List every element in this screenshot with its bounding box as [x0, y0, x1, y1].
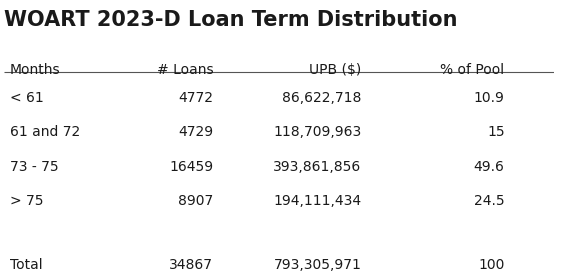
Text: 793,305,971: 793,305,971: [274, 258, 361, 272]
Text: > 75: > 75: [10, 194, 43, 208]
Text: WOART 2023-D Loan Term Distribution: WOART 2023-D Loan Term Distribution: [4, 11, 458, 30]
Text: 86,622,718: 86,622,718: [282, 91, 361, 105]
Text: % of Pool: % of Pool: [441, 63, 504, 77]
Text: 73 - 75: 73 - 75: [10, 160, 58, 174]
Text: 100: 100: [478, 258, 504, 272]
Text: 10.9: 10.9: [474, 91, 504, 105]
Text: 15: 15: [487, 125, 504, 139]
Text: 393,861,856: 393,861,856: [274, 160, 361, 174]
Text: 49.6: 49.6: [474, 160, 504, 174]
Text: # Loans: # Loans: [157, 63, 213, 77]
Text: UPB ($): UPB ($): [310, 63, 361, 77]
Text: 34867: 34867: [169, 258, 213, 272]
Text: Total: Total: [10, 258, 42, 272]
Text: 194,111,434: 194,111,434: [274, 194, 361, 208]
Text: 4772: 4772: [178, 91, 213, 105]
Text: 16459: 16459: [169, 160, 213, 174]
Text: 8907: 8907: [178, 194, 213, 208]
Text: 24.5: 24.5: [474, 194, 504, 208]
Text: 118,709,963: 118,709,963: [274, 125, 361, 139]
Text: < 61: < 61: [10, 91, 43, 105]
Text: 61 and 72: 61 and 72: [10, 125, 80, 139]
Text: Months: Months: [10, 63, 60, 77]
Text: 4729: 4729: [178, 125, 213, 139]
